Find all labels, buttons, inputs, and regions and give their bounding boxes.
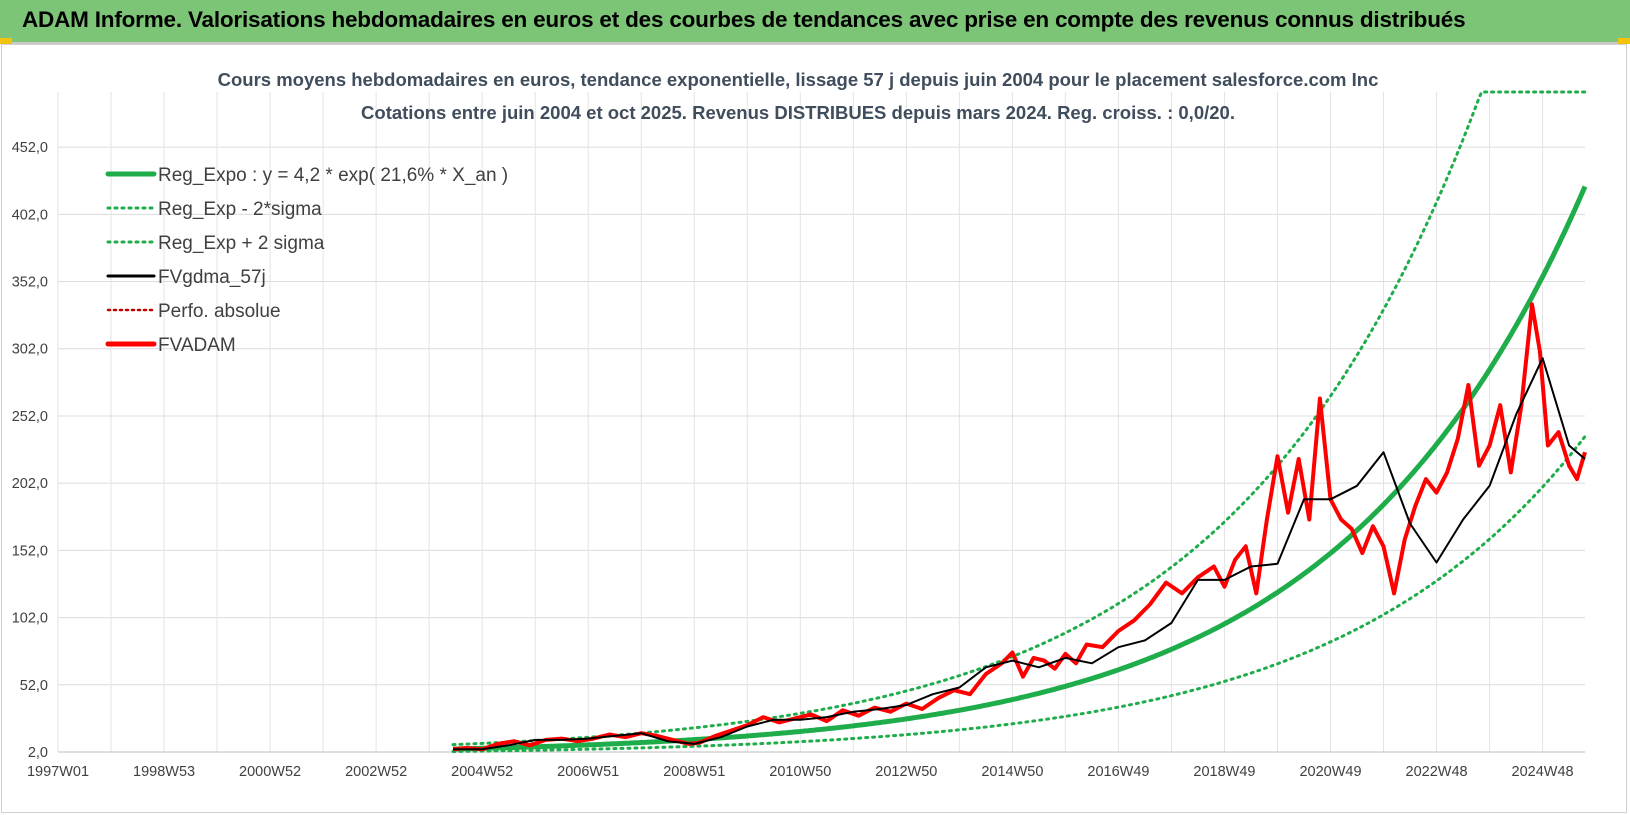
x-tick-label: 2018W49 xyxy=(1193,764,1255,780)
x-axis: 1997W01 1998W53 2000W52 2002W52 2004W52 2006W… xyxy=(27,764,1574,780)
y-tick-label: 2,0 xyxy=(28,745,48,761)
series-group xyxy=(451,90,1588,753)
corner-marker-left xyxy=(0,38,12,44)
x-tick-label: 2014W50 xyxy=(981,764,1043,780)
banner-title: ADAM Informe. Valorisations hebdomadaire… xyxy=(22,7,1466,32)
legend-label: Perfo. absolue xyxy=(158,301,281,322)
x-tick-label: 2010W50 xyxy=(769,764,831,780)
y-axis: 2,0 52,0 102,0 152,0 202,0 252,0 302,0 352,0 402… xyxy=(12,140,48,761)
x-tick-label: 2024W48 xyxy=(1512,764,1574,780)
legend: Reg_Expo : y = 4,2 * exp( 21,6% * X_an )… xyxy=(105,165,508,356)
legend-label: FVADAM xyxy=(158,335,236,356)
y-tick-label: 402,0 xyxy=(12,207,48,223)
y-tick-label: 252,0 xyxy=(12,409,48,425)
y-tick-label: 152,0 xyxy=(12,543,48,559)
x-tick-label: 2002W52 xyxy=(345,764,407,780)
x-tick-label: 1998W53 xyxy=(133,764,195,780)
series-fvadam xyxy=(452,302,1587,752)
y-tick-label: 452,0 xyxy=(12,140,48,156)
legend-label: FVgdma_57j xyxy=(158,267,266,288)
legend-label: Reg_Exp - 2*sigma xyxy=(158,199,322,220)
y-tick-label: 52,0 xyxy=(20,678,48,694)
chart-subtitle: Cotations entre juin 2004 et oct 2025. R… xyxy=(361,102,1235,123)
x-tick-label: 2020W49 xyxy=(1299,764,1361,780)
x-tick-label: 2006W51 xyxy=(557,764,619,780)
y-tick-label: 202,0 xyxy=(12,476,48,492)
series-reg-exp-plus-2-sigma xyxy=(451,90,1587,747)
legend-label: Reg_Exp + 2 sigma xyxy=(158,233,325,254)
banner: ADAM Informe. Valorisations hebdomadaire… xyxy=(0,0,1630,44)
y-tick-label: 352,0 xyxy=(12,275,48,291)
chart-area xyxy=(1,44,1627,813)
x-tick-label: 2012W50 xyxy=(875,764,937,780)
y-tick-label: 102,0 xyxy=(12,611,48,627)
x-tick-label: 2004W52 xyxy=(451,764,513,780)
x-tick-label: 2016W49 xyxy=(1087,764,1149,780)
x-tick-label: 1997W01 xyxy=(27,764,89,780)
legend-label: Reg_Expo : y = 4,2 * exp( 21,6% * X_an ) xyxy=(158,165,508,186)
grid xyxy=(57,92,1585,753)
series-reg-exp-minus-2-sigma xyxy=(451,435,1587,753)
chart-title: Cours moyens hebdomadaires en euros, ten… xyxy=(218,69,1379,90)
corner-marker-right xyxy=(1618,38,1630,44)
y-tick-label: 302,0 xyxy=(12,342,48,358)
x-tick-label: 2022W48 xyxy=(1406,764,1468,780)
x-tick-label: 2000W52 xyxy=(239,764,301,780)
series-reg-expo xyxy=(453,185,1588,752)
x-tick-label: 2008W51 xyxy=(663,764,725,780)
series-fvgdma-57j xyxy=(453,357,1586,751)
